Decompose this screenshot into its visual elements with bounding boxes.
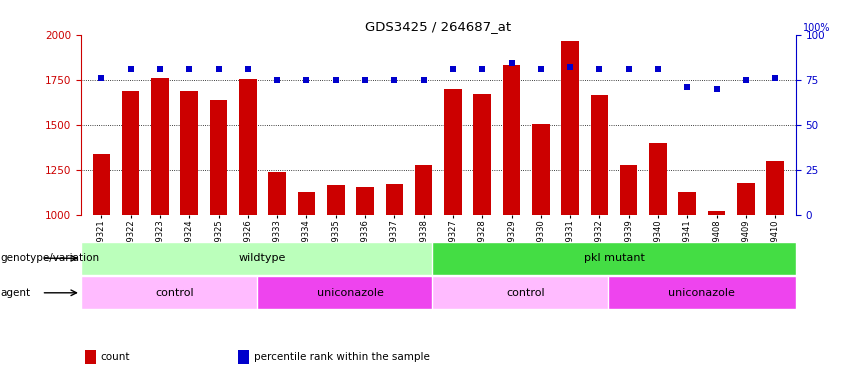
Point	[212, 66, 226, 72]
Bar	[386, 184, 403, 215]
Text: uniconazole: uniconazole	[669, 288, 735, 298]
Bar	[444, 89, 462, 215]
Text: 100%: 100%	[802, 23, 831, 33]
Text: wildtype: wildtype	[239, 253, 286, 263]
Bar	[708, 210, 725, 215]
Point	[592, 66, 606, 72]
Point	[710, 86, 723, 92]
Point	[271, 77, 284, 83]
Bar	[81, 276, 268, 309]
Point	[241, 66, 254, 72]
Text: count: count	[100, 352, 130, 362]
Bar	[432, 276, 620, 309]
Point	[622, 66, 636, 72]
Bar	[357, 187, 374, 215]
Point	[94, 75, 108, 81]
Bar	[503, 65, 520, 215]
Bar	[81, 242, 444, 275]
Text: control: control	[155, 288, 194, 298]
Bar	[298, 192, 315, 215]
Bar	[432, 242, 796, 275]
Bar	[532, 124, 550, 215]
Bar	[122, 91, 140, 215]
Point	[417, 77, 431, 83]
Bar	[257, 276, 444, 309]
Point	[563, 64, 577, 70]
Text: percentile rank within the sample: percentile rank within the sample	[254, 352, 430, 362]
Point	[124, 66, 138, 72]
Text: genotype/variation: genotype/variation	[1, 253, 100, 263]
Text: uniconazole: uniconazole	[317, 288, 384, 298]
Point	[329, 77, 343, 83]
Point	[182, 66, 196, 72]
Point	[681, 84, 694, 90]
Point	[153, 66, 167, 72]
Bar	[268, 172, 286, 215]
Point	[358, 77, 372, 83]
Bar	[591, 95, 608, 215]
Point	[534, 66, 547, 72]
Bar	[180, 91, 198, 215]
Bar	[562, 41, 579, 215]
Bar	[239, 79, 257, 215]
Bar	[678, 192, 696, 215]
Text: pkl mutant: pkl mutant	[584, 253, 644, 263]
Point	[768, 75, 782, 81]
Bar	[414, 164, 432, 215]
Bar	[209, 101, 227, 215]
Point	[476, 66, 489, 72]
Text: control: control	[507, 288, 545, 298]
Bar	[608, 276, 796, 309]
Point	[387, 77, 401, 83]
Bar	[93, 154, 110, 215]
Bar	[767, 161, 784, 215]
Bar	[737, 184, 755, 215]
Bar	[151, 78, 168, 215]
Point	[300, 77, 313, 83]
Title: GDS3425 / 264687_at: GDS3425 / 264687_at	[365, 20, 511, 33]
Point	[651, 66, 665, 72]
Point	[505, 60, 518, 66]
Bar	[649, 143, 667, 215]
Bar	[327, 185, 345, 215]
Point	[446, 66, 460, 72]
Point	[739, 77, 752, 83]
Text: agent: agent	[1, 288, 31, 298]
Bar	[620, 166, 637, 215]
Bar	[473, 94, 491, 215]
